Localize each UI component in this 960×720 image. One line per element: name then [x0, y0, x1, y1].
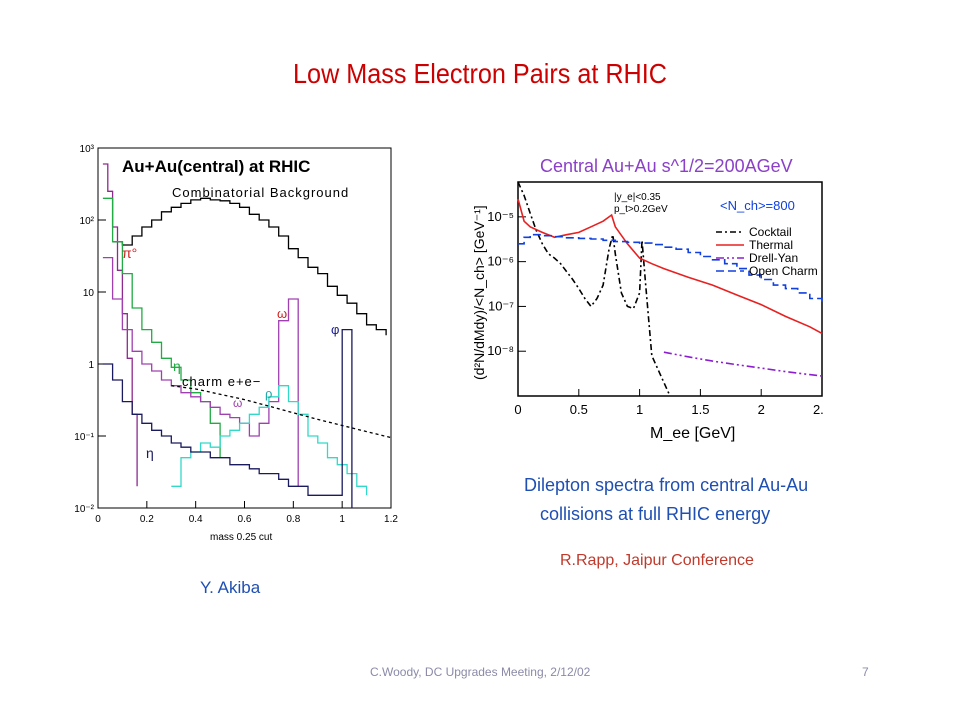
y-tick-label: 10⁻⁷ — [488, 298, 514, 313]
slide-title: Low Mass Electron Pairs at RHIC — [293, 58, 667, 89]
right-plot-svg: Central Au+Au s^1/2=200AGeV 0 0.5 1 1.5 2 2.5… — [471, 156, 831, 442]
series-thermal — [517, 198, 823, 335]
series-open-charm — [518, 233, 823, 303]
right-plot-ylabel: (d²N/dMdy)/<N_ch> [GeV⁻¹] — [471, 205, 487, 380]
series-cocktail — [517, 181, 671, 397]
left-plot-title: Au+Au(central) at RHIC — [122, 157, 310, 176]
y-tick-label: 10⁻² — [74, 504, 94, 515]
annotation-charm: charm e+e− — [182, 374, 261, 389]
right-plot-xlabel: M_ee [GeV] — [650, 425, 735, 442]
annotation-nch: <N_ch>=800 — [720, 198, 795, 213]
left-plot-series — [102, 163, 392, 508]
series-navy — [102, 328, 353, 508]
annotation-combinatorial-background: Combinatorial Background — [172, 185, 349, 200]
x-tick-label: 0 — [514, 402, 521, 417]
y-tick-label: 10³ — [80, 144, 95, 155]
x-tick-label: 0.8 — [286, 514, 300, 525]
left-plot-tick-labels: 0 0.2 0.4 0.6 0.8 1 1.2 10⁻² 10⁻¹ 1 10 10² 10³ — [74, 144, 398, 525]
x-tick-label: 1.5 — [691, 402, 709, 417]
x-tick-label: 1 — [636, 402, 643, 417]
annotation-rho: ρ — [265, 386, 272, 401]
right-dilepton-plot: Central Au+Au s^1/2=200AGeV 0 0.5 1 1.5 2 2.5… — [462, 148, 831, 446]
annotation-pi0: π° — [122, 245, 137, 261]
annotation-eta-green: η — [173, 358, 181, 374]
right-plot-series — [517, 181, 823, 397]
y-tick-label: 10⁻⁶ — [487, 254, 514, 269]
series-drell-yan — [663, 351, 823, 377]
y-tick-label: 10⁻⁸ — [487, 343, 514, 358]
left-plot-svg: 0 0.2 0.4 0.6 0.8 1 1.2 10⁻² 10⁻¹ 1 10 10² 10³ Au+Au… — [74, 144, 398, 543]
right-caption-line1: Dilepton spectra from central Au-Au — [524, 475, 809, 495]
annotation-rapidity-cut: |y_e|<0.35 — [614, 192, 661, 203]
legend-label-cocktail: Cocktail — [749, 225, 792, 239]
y-tick-label: 10⁻¹ — [74, 432, 94, 443]
y-tick-label: 10² — [80, 216, 95, 227]
x-tick-label: 0.4 — [189, 514, 203, 525]
left-mass-spectrum-plot: 0 0.2 0.4 0.6 0.8 1 1.2 10⁻² 10⁻¹ 1 10 10² 10³ Au+Au… — [60, 138, 400, 550]
annotation-omega-peak: ω — [277, 306, 287, 321]
footer-text: C.Woody, DC Upgrades Meeting, 2/12/02 — [370, 665, 591, 679]
legend-label-thermal: Thermal — [749, 238, 793, 252]
annotation-phi: φ — [331, 322, 339, 337]
series-series — [171, 385, 368, 496]
legend-label-open-charm: Open Charm — [749, 264, 818, 278]
x-tick-label: 1.2 — [384, 514, 398, 525]
right-caption-line2: collisions at full RHIC energy — [540, 504, 771, 524]
page-number: 7 — [862, 665, 869, 679]
series-combinatorial-background — [112, 197, 387, 336]
left-plot-ticks — [97, 147, 392, 509]
y-tick-label: 1 — [88, 360, 94, 371]
series-dalitz — [102, 256, 299, 487]
right-credit: R.Rapp, Jaipur Conference — [560, 552, 754, 569]
right-plot-ticks — [517, 216, 823, 396]
right-plot-title: Central Au+Au s^1/2=200AGeV — [540, 156, 793, 176]
right-plot-frame — [517, 181, 823, 397]
left-credit: Y. Akiba — [200, 578, 261, 597]
annotation-omega-dalitz: ω — [233, 396, 242, 410]
x-tick-label: 1 — [339, 514, 345, 525]
annotation-pt-cut: p_t>0.2GeV — [614, 204, 668, 215]
series-charm-e-e — [171, 385, 392, 439]
left-plot-xlabel: mass 0.25 cut — [210, 532, 272, 543]
x-tick-label: 2 — [758, 402, 765, 417]
legend-label-drell-yan: Drell-Yan — [749, 251, 798, 265]
x-tick-label: 0.5 — [570, 402, 588, 417]
y-tick-label: 10 — [83, 288, 95, 299]
annotation-eta-navy: η — [146, 445, 154, 461]
x-tick-label: 0 — [95, 514, 101, 525]
x-tick-label: 0.2 — [140, 514, 154, 525]
x-tick-label: 0.6 — [238, 514, 252, 525]
x-tick-label: 2.5 — [813, 402, 824, 417]
y-tick-label: 10⁻⁵ — [487, 209, 514, 224]
